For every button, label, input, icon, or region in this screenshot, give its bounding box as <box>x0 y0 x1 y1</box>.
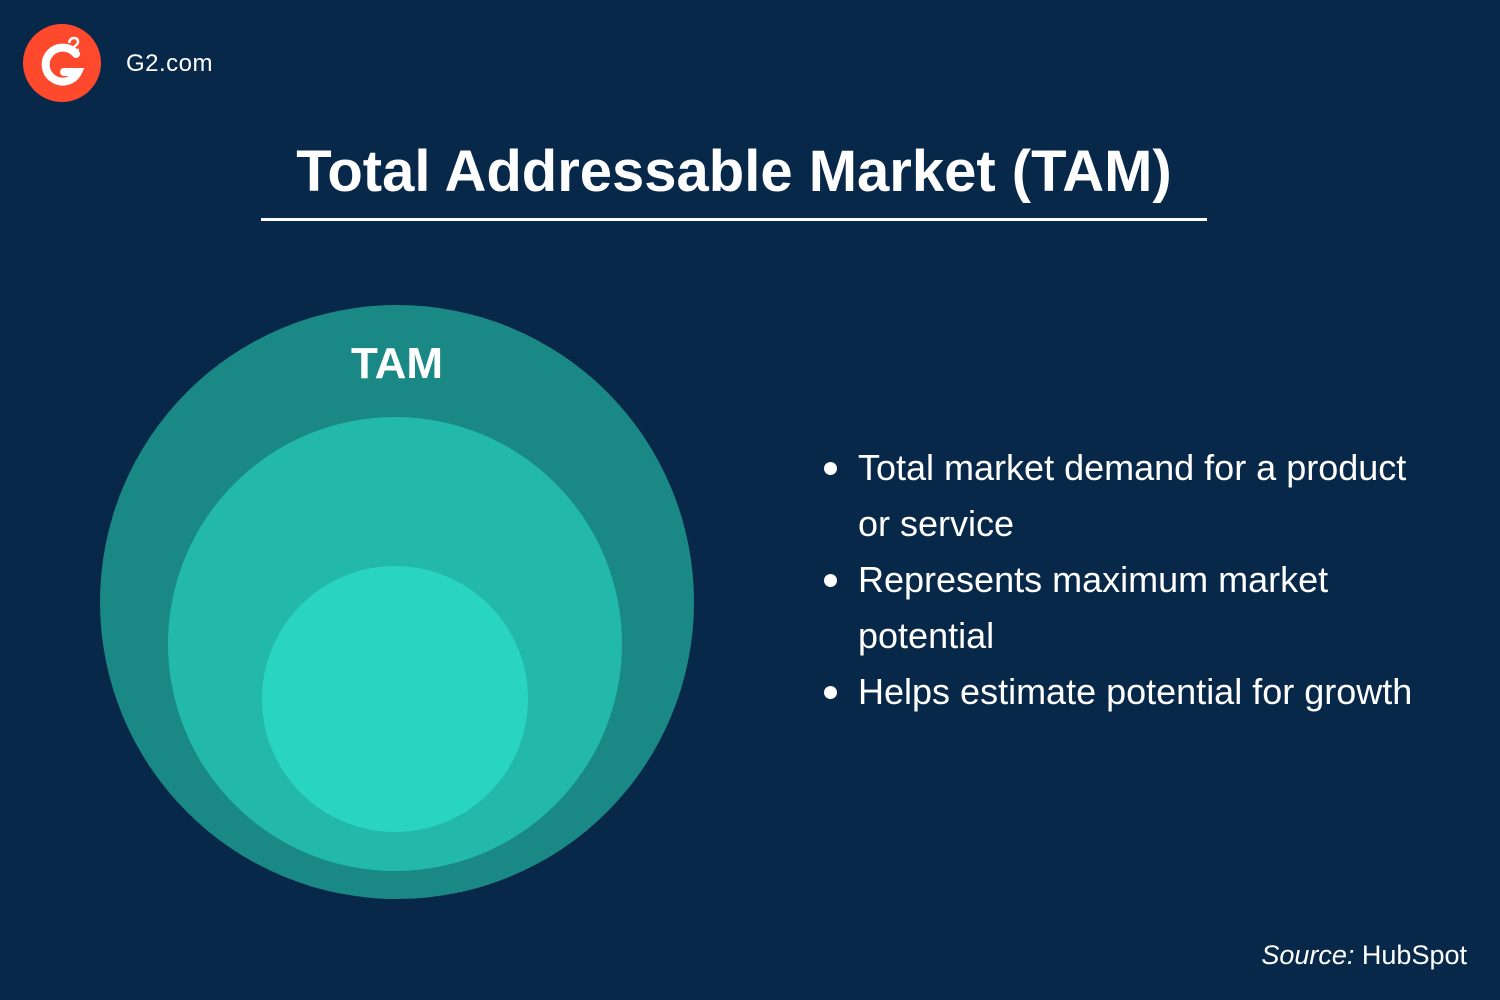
inner-circle <box>262 566 528 832</box>
title-underline <box>261 218 1207 221</box>
bullet: Total market demand for a product or ser… <box>824 440 1418 552</box>
bullet-list: Total market demand for a product or ser… <box>820 440 1418 720</box>
logo-circle <box>23 24 101 102</box>
bullet: Helps estimate potential for growth <box>824 664 1418 720</box>
title: Total Addressable Market (TAM) <box>296 139 1172 204</box>
logo-2 <box>64 36 80 52</box>
logo <box>23 24 101 102</box>
diagram-label: TAM <box>351 339 443 388</box>
source: Source: HubSpot <box>1261 940 1467 971</box>
bullet: Represents maximum market potential <box>824 552 1418 664</box>
source-label: Source: <box>1261 940 1355 970</box>
source-name: HubSpot <box>1361 940 1467 970</box>
logo-g <box>41 43 85 86</box>
brand: G2.com <box>126 50 214 77</box>
